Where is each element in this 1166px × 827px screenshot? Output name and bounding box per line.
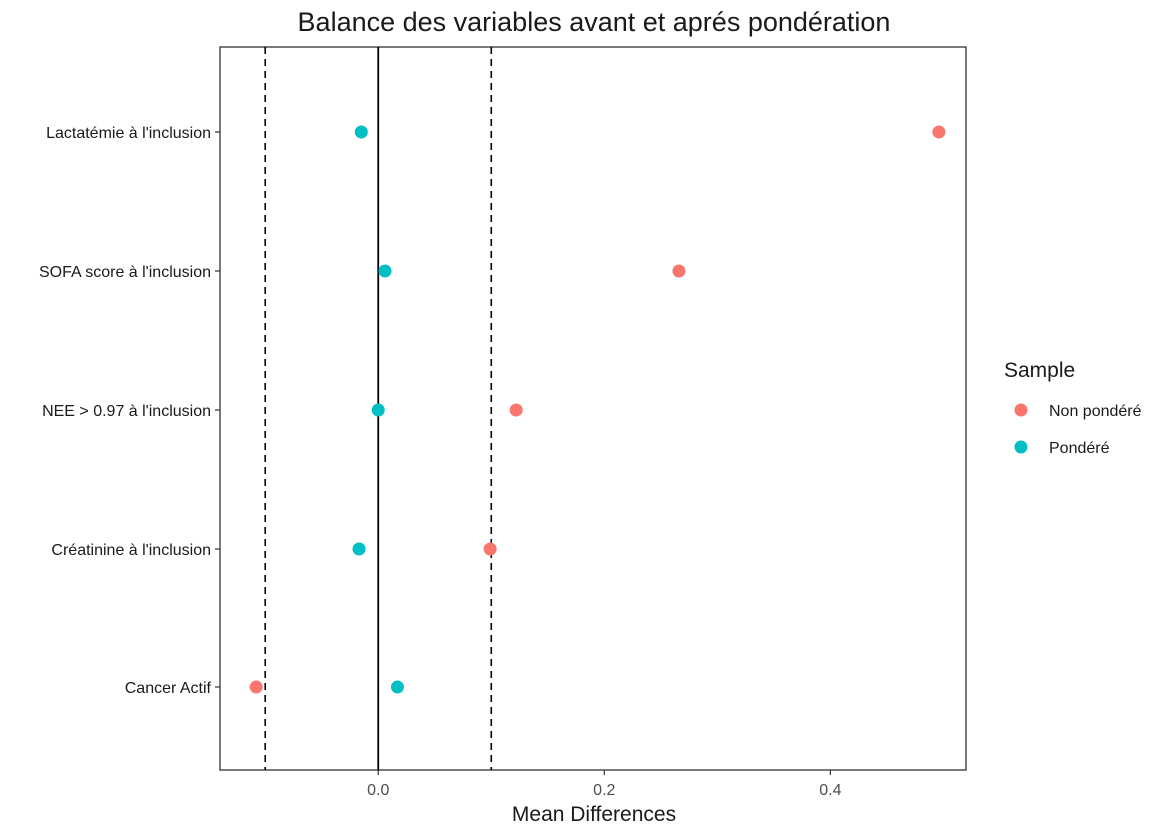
y-tick-label-1: SOFA score à l'inclusion	[39, 264, 211, 281]
legend: Sample Non pondéré Pondéré	[1004, 359, 1142, 457]
x-tick-label-2: 0.4	[819, 782, 841, 799]
point-pondere-0	[354, 125, 368, 139]
point-non-pondere-2	[509, 403, 523, 417]
point-non-pondere-1	[672, 264, 686, 278]
y-tick-label-4: Cancer Actif	[125, 680, 212, 697]
point-pondere-2	[371, 403, 385, 417]
y-axis: Lactatémie à l'inclusion SOFA score à l'i…	[39, 125, 220, 697]
x-axis: 0.0 0.2 0.4	[367, 770, 842, 799]
point-pondere-4	[390, 680, 404, 694]
y-tick-label-0: Lactatémie à l'inclusion	[46, 125, 211, 142]
legend-title: Sample	[1004, 359, 1075, 382]
x-axis-label: Mean Differences	[512, 803, 676, 826]
chart-title: Balance des variables avant et aprés pon…	[298, 7, 891, 37]
y-tick-label-3: Créatinine à l'inclusion	[51, 542, 211, 559]
x-tick-label-1: 0.2	[593, 782, 615, 799]
point-pondere-1	[378, 264, 392, 278]
plot-panel	[219, 46, 967, 771]
legend-label-1: Pondéré	[1049, 440, 1110, 457]
legend-key-0	[1014, 403, 1028, 417]
point-non-pondere-3	[483, 542, 497, 556]
point-pondere-3	[352, 542, 366, 556]
x-tick-label-0: 0.0	[367, 782, 389, 799]
legend-key-1	[1014, 440, 1028, 454]
point-non-pondere-4	[249, 680, 263, 694]
point-non-pondere-0	[932, 125, 946, 139]
data-points	[249, 125, 946, 694]
y-tick-label-2: NEE > 0.97 à l'inclusion	[42, 403, 211, 420]
legend-label-0: Non pondéré	[1049, 403, 1142, 420]
